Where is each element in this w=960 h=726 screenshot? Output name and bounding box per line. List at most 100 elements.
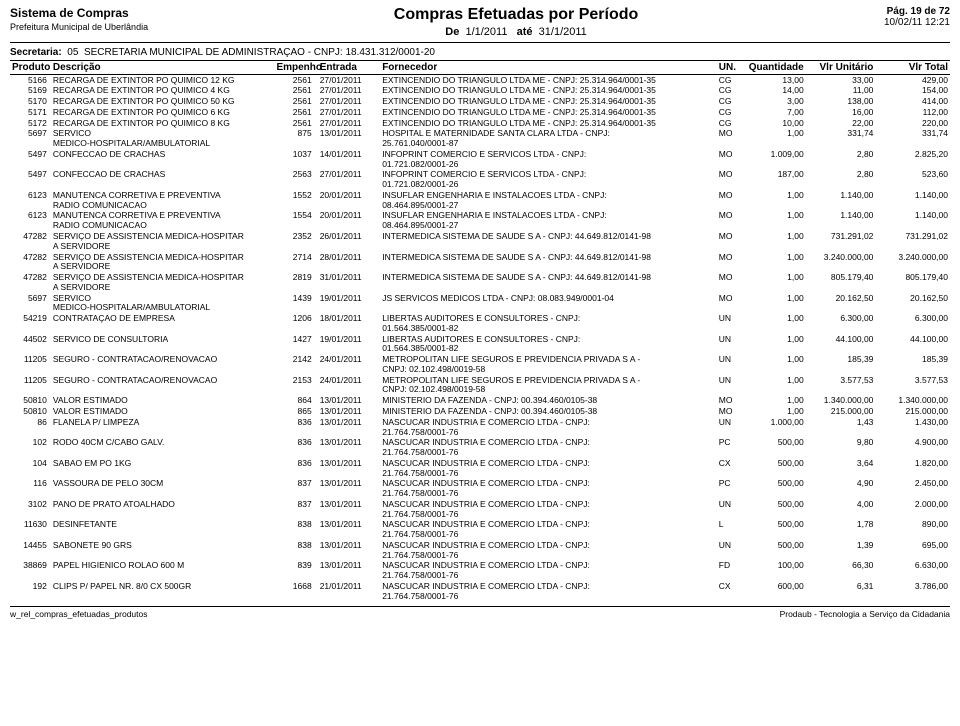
cell-vlr-unitario: 11,00 [806,86,876,97]
cell-quantidade: 1,00 [746,407,806,418]
cell-un: MO [717,293,746,314]
cell-forn-line2: 08.464.895/0001-27 [382,201,715,211]
cell-produto: 47282 [10,273,51,294]
cell-descricao: MANUTENCA CORRETIVA E PREVENTIVARADIO CO… [51,190,275,211]
table-header-row: Produto Descrição Empenho Entrada Fornec… [10,61,950,75]
cell-empenho: 875 [274,129,317,150]
cell-vlr-unitario: 4,90 [806,479,876,500]
cell-vlr-total: 6.300,00 [875,314,950,335]
cell-produto: 5497 [10,149,51,170]
cell-entrada: 27/01/2011 [318,107,381,118]
cell-produto: 5169 [10,86,51,97]
cell-vlr-total: 1.820,00 [875,458,950,479]
cell-fornecedor: EXTINCENDIO DO TRIANGULO LTDA ME - CNPJ:… [380,107,717,118]
cell-vlr-total: 3.786,00 [875,582,950,603]
table-row: 54219CONTRATAÇAO DE EMPRESA120618/01/201… [10,314,950,335]
cell-entrada: 13/01/2011 [318,499,381,520]
cell-vlr-unitario: 1.140,00 [806,211,876,232]
cell-empenho: 1427 [274,334,317,355]
cell-produto: 5172 [10,118,51,129]
cell-entrada: 27/01/2011 [318,170,381,191]
page-number: Pág. 19 de 72 [884,6,950,17]
cell-empenho: 2561 [274,86,317,97]
cell-descricao: SABAO EM PO 1KG [51,458,275,479]
cell-empenho: 2561 [274,75,317,86]
cell-produto: 54219 [10,314,51,335]
cell-entrada: 27/01/2011 [318,118,381,129]
cell-vlr-total: 1.340.000,00 [875,396,950,407]
cell-un: UN [717,540,746,561]
cell-fornecedor: LIBERTAS AUDITORES E CONSULTORES - CNPJ:… [380,314,717,335]
cell-vlr-total: 220,00 [875,118,950,129]
cell-fornecedor: LIBERTAS AUDITORES E CONSULTORES - CNPJ:… [380,334,717,355]
cell-fornecedor: INTERMEDICA SISTEMA DE SAUDE S A - CNPJ:… [380,252,717,273]
cell-produto: 11630 [10,520,51,541]
cell-fornecedor: METROPOLITAN LIFE SEGUROS E PREVIDENCIA … [380,375,717,396]
cell-empenho: 2561 [274,97,317,108]
cell-empenho: 2561 [274,107,317,118]
cell-un: MO [717,129,746,150]
cell-un: MO [717,231,746,252]
cell-un: MO [717,396,746,407]
cell-empenho: 2561 [274,118,317,129]
cell-empenho: 838 [274,520,317,541]
cell-descricao: SABONETE 90 GRS [51,540,275,561]
cell-descricao: CLIPS P/ PAPEL NR. 8/0 CX 500GR [51,582,275,603]
cell-fornecedor: NASCUCAR INDUSTRIA E COMERCIO LTDA - CNP… [380,438,717,459]
footer-left: w_rel_compras_efetuadas_produtos [10,609,148,619]
cell-un: UN [717,334,746,355]
table-row: 14455SABONETE 90 GRS83813/01/2011NASCUCA… [10,540,950,561]
cell-quantidade: 500,00 [746,520,806,541]
table-row: 11205SEGURO - CONTRATACAO/RENOVACAO21532… [10,375,950,396]
cell-vlr-total: 2.450,00 [875,479,950,500]
cell-descricao: CONFECCAO DE CRACHAS [51,149,275,170]
cell-vlr-unitario: 33,00 [806,75,876,86]
cell-vlr-total: 805.179,40 [875,273,950,294]
table-row: 192CLIPS P/ PAPEL NR. 8/0 CX 500GR166821… [10,582,950,603]
cell-entrada: 18/01/2011 [318,314,381,335]
cell-vlr-unitario: 3,64 [806,458,876,479]
cell-un: MO [717,149,746,170]
cell-empenho: 839 [274,561,317,582]
cell-desc-line2: RADIO COMUNICACAO [53,201,273,211]
cell-fornecedor: NASCUCAR INDUSTRIA E COMERCIO LTDA - CNP… [380,561,717,582]
cell-empenho: 1206 [274,314,317,335]
cell-vlr-total: 154,00 [875,86,950,97]
cell-un: MO [717,190,746,211]
cell-empenho: 1554 [274,211,317,232]
cell-entrada: 13/01/2011 [318,561,381,582]
cell-entrada: 20/01/2011 [318,190,381,211]
cell-entrada: 27/01/2011 [318,86,381,97]
cell-forn-line2: 25.761.040/0001-87 [382,139,715,149]
cell-vlr-total: 890,00 [875,520,950,541]
cell-entrada: 27/01/2011 [318,97,381,108]
cell-vlr-unitario: 331,74 [806,129,876,150]
table-row: 86FLANELA P/ LIMPEZA83613/01/2011NASCUCA… [10,417,950,438]
cell-vlr-unitario: 44.100,00 [806,334,876,355]
cell-quantidade: 1,00 [746,129,806,150]
cell-vlr-total: 3.240.000,00 [875,252,950,273]
table-row: 5166RECARGA DE EXTINTOR PO QUIMICO 12 KG… [10,75,950,86]
footer-right: Prodaub - Tecnologia a Serviço da Cidada… [780,609,950,619]
cell-vlr-total: 112,00 [875,107,950,118]
cell-descricao: SEGURO - CONTRATACAO/RENOVACAO [51,375,275,396]
col-fornecedor: Fornecedor [380,61,717,75]
cell-vlr-total: 523,60 [875,170,950,191]
report-footer: w_rel_compras_efetuadas_produtos Prodaub… [10,606,950,619]
cell-vlr-total: 429,00 [875,75,950,86]
cell-fornecedor: INFOPRINT COMERCIO E SERVICOS LTDA - CNP… [380,170,717,191]
cell-desc-line2: A SERVIDORE [53,242,273,252]
cell-entrada: 13/01/2011 [318,407,381,418]
cell-quantidade: 1,00 [746,252,806,273]
cell-un: UN [717,417,746,438]
cell-vlr-unitario: 1,39 [806,540,876,561]
cell-entrada: 19/01/2011 [318,334,381,355]
cell-descricao: PAPEL HIGIENICO ROLAO 600 M [51,561,275,582]
cell-quantidade: 1.009,00 [746,149,806,170]
cell-quantidade: 10,00 [746,118,806,129]
cell-forn-line2: 21.764.758/0001-76 [382,448,715,458]
cell-produto: 44502 [10,334,51,355]
cell-entrada: 24/01/2011 [318,355,381,376]
cell-forn-line2: 21.764.758/0001-76 [382,551,715,561]
cell-desc-line2: RADIO COMUNICACAO [53,221,273,231]
